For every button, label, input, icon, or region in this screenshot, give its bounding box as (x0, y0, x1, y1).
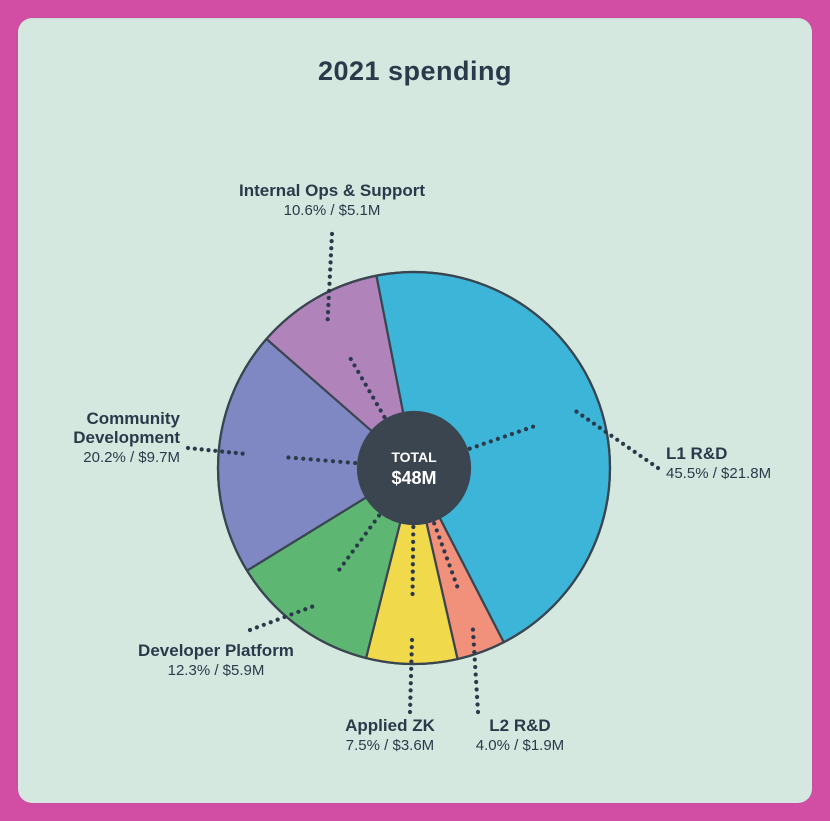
slice-label-title: L2 R&D (489, 716, 550, 735)
outer-frame: 2021 spending TOTAL$48MInternal Ops & Su… (0, 0, 830, 821)
slice-label-value: 12.3% / $5.9M (168, 662, 265, 679)
slice-label: L1 R&D 45.5% / $21.8M (666, 444, 771, 482)
slice-label: Applied ZK 7.5% / $3.6M (345, 716, 435, 754)
slice-label-value: 10.6% / $5.1M (284, 202, 381, 219)
slice-label: Internal Ops & Support 10.6% / $5.1M (239, 181, 425, 219)
slice-label-title: L1 R&D (666, 444, 727, 463)
slice-label: Developer Platform 12.3% / $5.9M (138, 641, 294, 679)
slice-label-value: 45.5% / $21.8M (666, 465, 771, 482)
slice-label-value: 7.5% / $3.6M (346, 737, 434, 754)
slice-label-value: 4.0% / $1.9M (476, 737, 564, 754)
slice-label: L2 R&D 4.0% / $1.9M (476, 716, 564, 754)
chart-card: 2021 spending TOTAL$48MInternal Ops & Su… (18, 18, 812, 803)
center-label-amount: $48M (391, 468, 436, 488)
slice-label-value: 20.2% / $9.7M (83, 449, 180, 466)
slice-label: CommunityDevelopment 20.2% / $9.7M (73, 409, 180, 466)
pie-chart: TOTAL $48M Internal Ops & Support 10.6% / $… (18, 18, 812, 803)
slice-label-title: Internal Ops & Support (239, 181, 425, 200)
slice-label-title: Applied ZK (345, 716, 435, 735)
slice-label-title: Community (87, 409, 181, 428)
slice-label-title: Developer Platform (138, 641, 294, 660)
center-label-total: TOTAL (391, 449, 437, 465)
slice-label-title: Development (73, 428, 180, 447)
